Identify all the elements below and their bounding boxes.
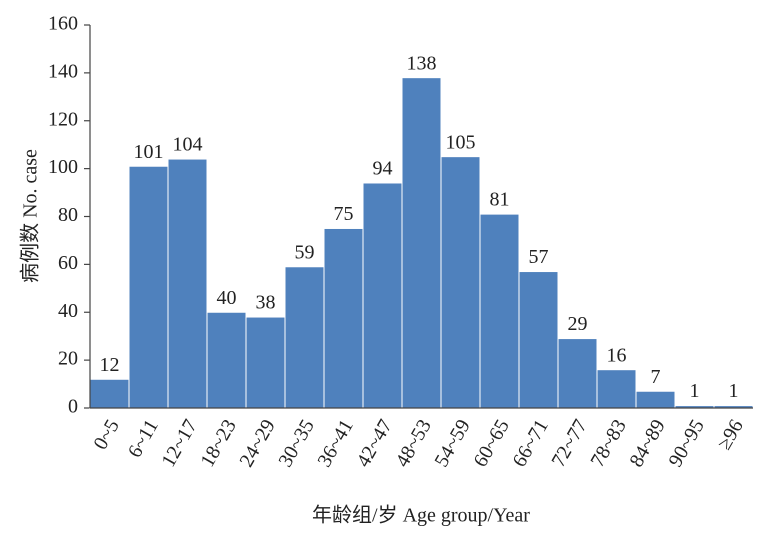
y-tick-label: 20 [58,348,78,370]
data-label: 16 [607,344,627,366]
bar [635,390,676,409]
x-tick-label: 72~77 [547,416,591,471]
data-label: 101 [134,141,164,163]
x-tick-label: 60~65 [469,416,513,471]
bar [206,311,247,409]
bar [479,213,520,409]
bar [167,158,208,409]
data-label: 94 [373,158,393,180]
data-label: 29 [568,313,588,335]
data-label: 1 [690,380,700,402]
x-tick-label: 30~35 [274,416,318,471]
y-tick-label: 60 [58,252,78,274]
y-tick-label: 100 [48,156,78,178]
bar [128,165,169,409]
data-label: 81 [490,189,510,211]
x-tick-label: 84~89 [625,416,669,471]
bar [89,378,130,409]
bar [557,338,598,409]
x-tick-label: 18~23 [196,416,240,471]
bar [518,271,559,409]
y-tick-label: 120 [48,108,78,130]
y-tick-label: 0 [68,396,78,418]
x-tick-label: 42~47 [352,416,396,471]
bar [401,77,442,409]
data-label: 40 [217,287,237,309]
bar [596,369,637,409]
data-label: 59 [295,241,315,263]
data-label: 57 [529,246,549,268]
x-tick-label: 0~5 [89,416,123,454]
x-tick-label: 54~59 [430,416,474,471]
data-label: 104 [173,134,203,156]
y-axis-label: 病例数 No. case [19,149,42,283]
bar [362,182,403,409]
x-tick-label: 90~95 [664,416,708,471]
data-label: 105 [446,131,476,153]
x-tick-label: 6~11 [124,416,163,462]
bar [440,156,481,409]
x-tick-label: 12~17 [157,416,201,471]
data-label: 38 [256,292,276,314]
x-tick-label: 66~71 [508,416,552,471]
data-label: 7 [651,366,661,388]
x-axis-label: 年龄组/岁 Age group/Year [312,504,530,527]
y-tick-label: 80 [58,204,78,226]
bar [245,316,286,409]
data-label: 12 [100,354,120,376]
bar [323,227,364,409]
data-label: 1 [729,380,739,402]
x-tick-label: 48~53 [391,416,435,471]
y-tick-label: 40 [58,300,78,322]
data-label: 138 [407,52,437,74]
y-tick-label: 140 [48,60,78,82]
y-tick-label: 160 [48,13,78,35]
x-tick-label: ≥96 [713,416,748,454]
bar [284,266,325,409]
x-tick-label: 36~41 [313,416,357,471]
x-tick-label: 24~29 [235,416,279,471]
x-tick-label: 78~83 [586,416,630,471]
data-label: 75 [334,203,354,225]
